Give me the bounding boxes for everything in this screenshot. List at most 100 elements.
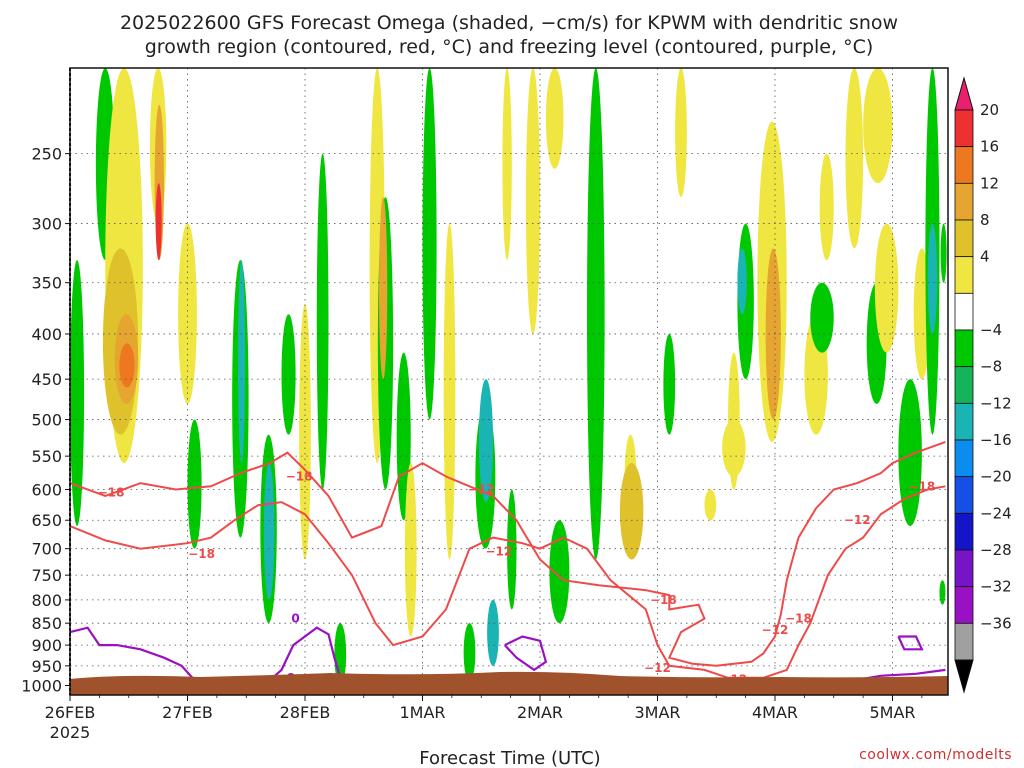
omega-shade-blob xyxy=(927,223,938,334)
colorbar-segment xyxy=(954,109,974,148)
chart-title-line-2: growth region (contoured, red, °C) and f… xyxy=(145,36,874,58)
y-tick-label: 450 xyxy=(31,370,62,389)
omega-shade-blob xyxy=(863,68,893,184)
y-tick-label: 900 xyxy=(31,636,62,655)
colorbar-segment xyxy=(954,586,974,624)
omega-shade-blob xyxy=(316,153,329,490)
omega-shade-blob xyxy=(443,223,456,560)
colorbar-segment xyxy=(954,549,974,588)
red-contour-label: −12 xyxy=(844,513,871,527)
time-axis: 26FEB 27FEB 28FEB 1MAR 2MAR 3MAR 4MAR 5MAR xyxy=(45,695,923,722)
omega-shade-blob xyxy=(704,489,717,521)
omega-shade-blob xyxy=(545,68,564,169)
colorbar-label: −24 xyxy=(980,504,1012,522)
omega-shade-blob xyxy=(155,183,162,261)
omega-shade-blob xyxy=(463,623,476,682)
red-contour-line xyxy=(70,485,946,679)
colorbar-label: 4 xyxy=(980,248,990,266)
plot-frame xyxy=(69,67,949,696)
x-tick-label: 28FEB xyxy=(280,703,331,722)
y-tick-label: 650 xyxy=(31,511,62,530)
colorbar-label: −16 xyxy=(980,431,1012,449)
purple-contour-line xyxy=(897,635,924,651)
omega-shade-blob xyxy=(502,68,512,261)
colorbar-label: 12 xyxy=(980,174,999,192)
omega-shade-blob xyxy=(675,68,687,198)
year-label: 2025 xyxy=(50,723,91,742)
y-tick-label: 300 xyxy=(31,215,62,234)
plot-area: −18−18−12−18−12−18−12−18−12−18−12−120 xyxy=(70,68,948,695)
x-tick-label: 1MAR xyxy=(399,703,445,722)
x-axis-label: Forecast Time (UTC) xyxy=(419,748,600,768)
colorbar-label: 16 xyxy=(980,138,999,156)
colorbar-label: −8 xyxy=(980,358,1002,376)
red-contour-line xyxy=(70,440,946,667)
colorbar-bottom-arrow xyxy=(954,659,974,694)
colorbar-label: 20 xyxy=(980,101,999,119)
omega-shade-blob xyxy=(874,223,899,353)
omega-shade-blob xyxy=(404,463,417,637)
colorbar-label: −12 xyxy=(980,394,1012,412)
omega-shade-blob xyxy=(379,197,388,380)
red-contour-label: −18 xyxy=(650,593,677,607)
y-tick-label: 350 xyxy=(31,274,62,293)
y-tick-label: 500 xyxy=(31,411,62,430)
omega-shade-blob xyxy=(70,260,85,527)
omega-shade-blob xyxy=(819,153,834,261)
colorbar-label: −20 xyxy=(980,468,1012,486)
omega-shade-blob xyxy=(507,489,517,610)
omega-shade-blob xyxy=(263,463,275,600)
omega-shade-blob xyxy=(187,419,202,549)
y-tick-label: 600 xyxy=(31,481,62,500)
x-tick-label: 4MAR xyxy=(752,703,798,722)
omega-shade-blob xyxy=(765,248,781,420)
colorbar-segment xyxy=(954,402,974,441)
colorbar-label: −32 xyxy=(980,578,1012,596)
red-contour-label: −12 xyxy=(485,544,512,558)
red-contour-label: −12 xyxy=(762,623,789,637)
x-tick-label: 3MAR xyxy=(634,703,680,722)
omega-shade-blob xyxy=(722,419,746,477)
colorbar-segment xyxy=(954,439,974,478)
omega-shade-blob xyxy=(737,248,747,315)
colorbar-label: −28 xyxy=(980,541,1012,559)
omega-shade-blob xyxy=(587,68,605,560)
y-tick-label: 1000 xyxy=(21,677,62,696)
omega-shade-blob xyxy=(845,68,864,249)
chart-title-line-1: 2025022600 GFS Forecast Omega (shaded, −… xyxy=(120,12,898,34)
credit-label: coolwx.com/modelts xyxy=(859,747,1012,763)
colorbar-label: −36 xyxy=(980,614,1012,632)
omega-shading xyxy=(70,68,947,686)
purple-contour-line xyxy=(503,635,548,672)
y-tick-label: 950 xyxy=(31,657,62,676)
red-contour-label: −12 xyxy=(468,483,495,497)
omega-shade-blob xyxy=(422,68,437,420)
y-tick-label: 850 xyxy=(31,614,62,633)
y-tick-label: 750 xyxy=(31,566,62,585)
colorbar-segment xyxy=(954,256,974,294)
colorbar-segment xyxy=(954,476,974,514)
colorbar-segment xyxy=(954,366,974,404)
omega-shade-blob xyxy=(898,379,922,527)
omega-shade-blob xyxy=(619,463,644,560)
omega-shade-blob xyxy=(396,352,411,521)
colorbar-top-arrow xyxy=(954,76,974,111)
y-tick-label: 700 xyxy=(31,540,62,559)
pressure-axis: 250 300 350 400 450 500 550 600 650 700 750 800 850 9… xyxy=(21,145,70,696)
red-contour-label: −18 xyxy=(286,470,313,484)
omega-shade-blob xyxy=(549,520,570,624)
colorbar-segment xyxy=(954,292,974,331)
y-tick-label: 250 xyxy=(31,145,62,164)
red-contour-label: −18 xyxy=(785,612,812,626)
x-tick-label: 2MAR xyxy=(517,703,563,722)
x-tick-label: 27FEB xyxy=(162,703,213,722)
x-tick-label: 5MAR xyxy=(869,703,915,722)
colorbar-segment xyxy=(954,182,974,221)
omega-shade-blob xyxy=(525,68,540,334)
red-contour-label: −18 xyxy=(908,479,935,493)
terrain-surface xyxy=(70,671,948,695)
red-contour-label: −18 xyxy=(98,486,125,500)
colorbar-label: 8 xyxy=(980,211,990,229)
red-contour-label: −18 xyxy=(188,547,215,561)
